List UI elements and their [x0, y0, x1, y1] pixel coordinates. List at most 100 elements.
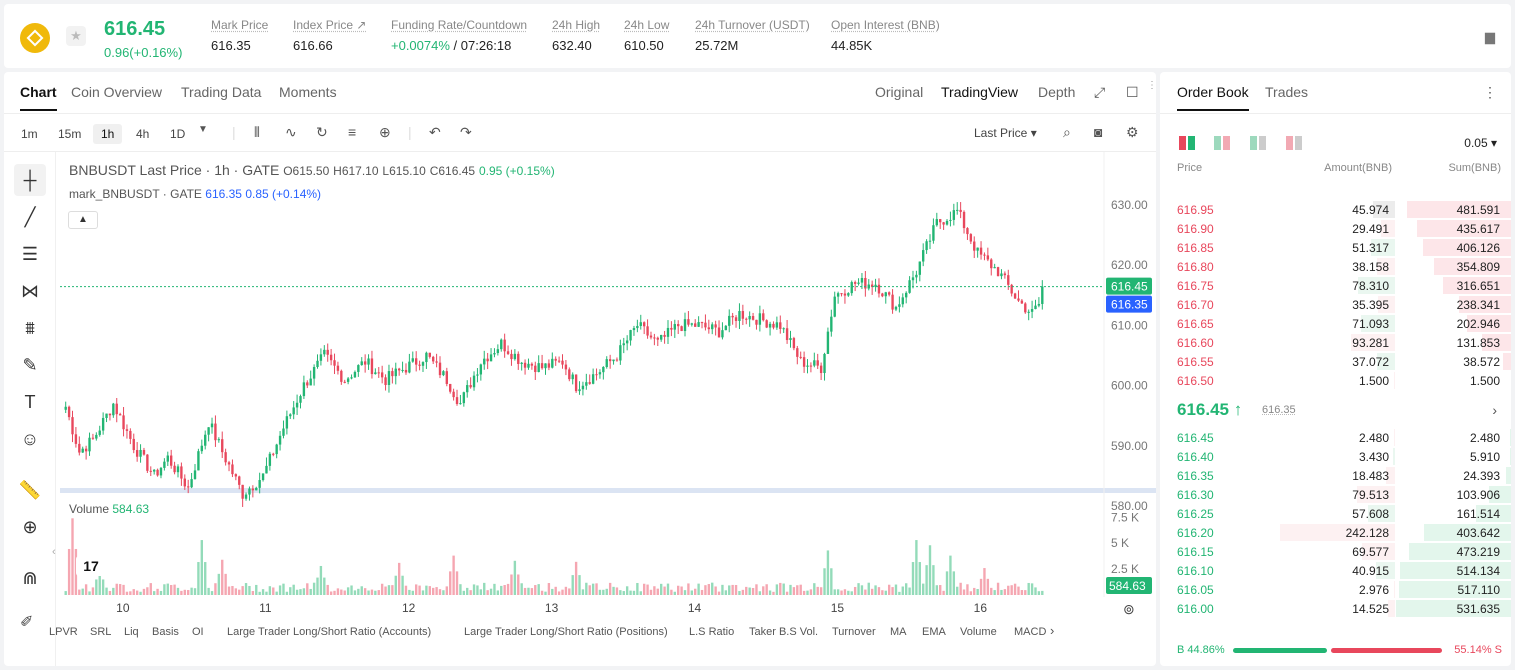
indicator-srl[interactable]: SRL	[90, 626, 112, 638]
indicator-lpvr[interactable]: LPVR	[49, 626, 78, 638]
view-tradingview[interactable]: TradingView	[941, 84, 1019, 100]
pane-divider[interactable]	[60, 488, 1156, 493]
add-indicator-icon[interactable]: ⊕	[379, 124, 391, 140]
expand-icon[interactable]: ⤢	[1094, 84, 1106, 100]
stat-index-price[interactable]: Index Price ↗ 616.66	[293, 18, 367, 53]
timeframe-1d[interactable]: 1D	[170, 127, 186, 141]
settings-list-icon[interactable]: ≡	[348, 124, 357, 140]
refresh-icon[interactable]: ↻	[316, 124, 328, 140]
view-original[interactable]: Original	[875, 84, 924, 100]
bid-row[interactable]: 616.15 69.577 473.219	[1160, 542, 1511, 561]
indicator-taker-b-s-vol-[interactable]: Taker B.S Vol.	[749, 626, 819, 638]
undo-icon[interactable]: ↶	[429, 124, 441, 140]
timeframe-15m[interactable]: 15m	[58, 127, 82, 141]
indicator-large-trader-long-short-ratio-accounts-[interactable]: Large Trader Long/Short Ratio (Accounts)	[227, 626, 432, 638]
brush-tool-icon[interactable]: ✎	[22, 355, 38, 375]
ask-row[interactable]: 616.60 93.281 131.853	[1160, 333, 1511, 352]
scroll-left-icon[interactable]: ‹	[52, 546, 56, 558]
tab-coin-overview[interactable]: Coin Overview	[71, 84, 163, 100]
bid-row[interactable]: 616.00 14.525 531.635	[1160, 599, 1511, 618]
ask-row[interactable]: 616.75 78.310 316.651	[1160, 276, 1511, 295]
search-icon[interactable]: ⌕	[1063, 124, 1071, 140]
ask-row[interactable]: 616.70 35.395 238.341	[1160, 295, 1511, 314]
indicator-scroll-right-icon[interactable]: ›	[1050, 623, 1055, 638]
timeframe-1m[interactable]: 1m	[21, 127, 38, 141]
ask-row[interactable]: 616.90 29.491 435.617	[1160, 219, 1511, 238]
row-sum: 403.642	[1456, 526, 1500, 540]
bid-row[interactable]: 616.35 18.483 24.393	[1160, 466, 1511, 485]
ask-row[interactable]: 616.55 37.072 38.572	[1160, 352, 1511, 371]
bid-row[interactable]: 616.05 2.976 517.110	[1160, 580, 1511, 599]
redo-icon[interactable]: ↷	[460, 124, 472, 140]
reset-view-icon[interactable]: ⊚	[1123, 601, 1135, 617]
timeframe-1h[interactable]: 1h	[93, 124, 123, 144]
timeframe-4h[interactable]: 4h	[136, 127, 150, 141]
indicator-l-s-ratio[interactable]: L.S Ratio	[689, 626, 735, 638]
bid-row[interactable]: 616.30 79.513 103.906	[1160, 485, 1511, 504]
bid-row[interactable]: 616.10 40.915 514.134	[1160, 561, 1511, 580]
bid-row[interactable]: 616.20 242.128 403.642	[1160, 523, 1511, 542]
guide-book-icon[interactable]: ▆	[1485, 29, 1495, 44]
ask-row[interactable]: 616.50 1.500 1.500	[1160, 371, 1511, 390]
depth-sum-bar	[1407, 201, 1511, 218]
ask-row[interactable]: 616.80 38.158 354.809	[1160, 257, 1511, 276]
ruler-tool-icon[interactable]: 📏	[18, 480, 42, 500]
layout-bids-asks-icon[interactable]	[1214, 136, 1230, 150]
indicator-turnover[interactable]: Turnover	[832, 626, 876, 638]
bid-row[interactable]: 616.25 57.608 161.514	[1160, 504, 1511, 523]
tab-chart[interactable]: Chart	[20, 84, 57, 111]
favorite-star-icon[interactable]: ★	[66, 26, 86, 46]
horizontal-lines-tool-icon[interactable]: ☰	[21, 244, 39, 264]
more-dots-icon[interactable]: ⋮	[1147, 80, 1156, 91]
tab-moments[interactable]: Moments	[279, 84, 337, 100]
stat-funding-rate[interactable]: Funding Rate/Countdown +0.0074% / 07:26:1…	[391, 18, 528, 53]
indicator-liq[interactable]: Liq	[124, 626, 139, 638]
layout-both-icon[interactable]	[1179, 136, 1195, 150]
ask-row[interactable]: 616.65 71.093 202.946	[1160, 314, 1511, 333]
indicators-icon[interactable]: ∿	[285, 124, 297, 140]
tab-trading-data[interactable]: Trading Data	[181, 84, 262, 100]
indicator-oi[interactable]: OI	[192, 626, 204, 638]
bid-row[interactable]: 616.40 3.430 5.910	[1160, 447, 1511, 466]
volume-bar	[238, 589, 241, 595]
price-source-select[interactable]: Last Price ▾	[974, 126, 1037, 140]
text-tool-icon[interactable]: T	[24, 392, 36, 412]
tab-trades[interactable]: Trades	[1265, 84, 1309, 100]
zoom-in-tool-icon[interactable]: ⊕	[22, 517, 38, 537]
candlestick-chart[interactable]: 630.00 620.00 610.00 600.00 590.00 580.007.5 …	[4, 72, 1156, 666]
timeframe-dropdown-icon[interactable]: ▼	[198, 124, 208, 135]
camera-icon[interactable]: ◙	[1094, 124, 1103, 140]
candle-body	[615, 359, 619, 361]
ask-row[interactable]: 616.95 45.974 481.591	[1160, 200, 1511, 219]
tab-order-book[interactable]: Order Book	[1177, 84, 1249, 111]
chevron-right-icon[interactable]: ›	[1492, 402, 1497, 418]
view-depth[interactable]: Depth	[1038, 84, 1076, 100]
candle-body	[918, 261, 921, 275]
indicator-macd[interactable]: MACD	[1014, 626, 1047, 638]
pencil-icon[interactable]: ✐	[20, 614, 34, 631]
bid-row[interactable]: 616.45 2.480 2.480	[1160, 428, 1511, 447]
trend-line-tool-icon[interactable]: ╱	[24, 207, 36, 227]
gear-icon[interactable]: ⚙	[1126, 124, 1139, 140]
layout-asks-icon[interactable]	[1286, 136, 1302, 150]
precision-select[interactable]: 0.05 ▾	[1464, 136, 1497, 150]
pattern-tool-icon[interactable]: ⋈	[21, 281, 39, 301]
indicator-large-trader-long-short-ratio-positions-[interactable]: Large Trader Long/Short Ratio (Positions…	[464, 626, 668, 638]
ask-row[interactable]: 616.85 51.317 406.126	[1160, 238, 1511, 257]
stat-mark-price[interactable]: Mark Price 616.35	[211, 18, 269, 53]
indicator-ma[interactable]: MA	[890, 626, 907, 638]
more-vert-icon[interactable]: ⋮	[1483, 84, 1497, 100]
collapse-legend-button[interactable]: ▲	[68, 211, 98, 229]
emoji-tool-icon[interactable]: ☺	[20, 429, 40, 449]
volume-tag	[1106, 577, 1152, 594]
indicator-basis[interactable]: Basis	[152, 626, 179, 638]
magnet-tool-icon[interactable]: ⋒	[22, 568, 38, 588]
stat-open-interest[interactable]: Open Interest (BNB) 44.85K	[831, 18, 940, 53]
indicator-volume[interactable]: Volume	[960, 626, 997, 638]
indicator-ema[interactable]: EMA	[922, 626, 946, 638]
crosshair-tool-icon[interactable]: ┼	[14, 164, 46, 196]
layout-bids-icon[interactable]	[1250, 136, 1266, 150]
fib-tool-icon[interactable]: ⩩	[25, 318, 35, 338]
window-icon[interactable]: ☐	[1126, 84, 1139, 100]
candle-type-icon[interactable]: ⫴	[254, 124, 260, 140]
